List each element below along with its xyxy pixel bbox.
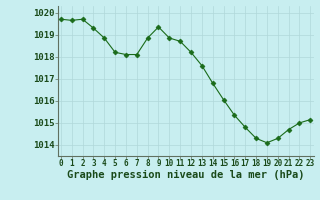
X-axis label: Graphe pression niveau de la mer (hPa): Graphe pression niveau de la mer (hPa) (67, 170, 304, 180)
